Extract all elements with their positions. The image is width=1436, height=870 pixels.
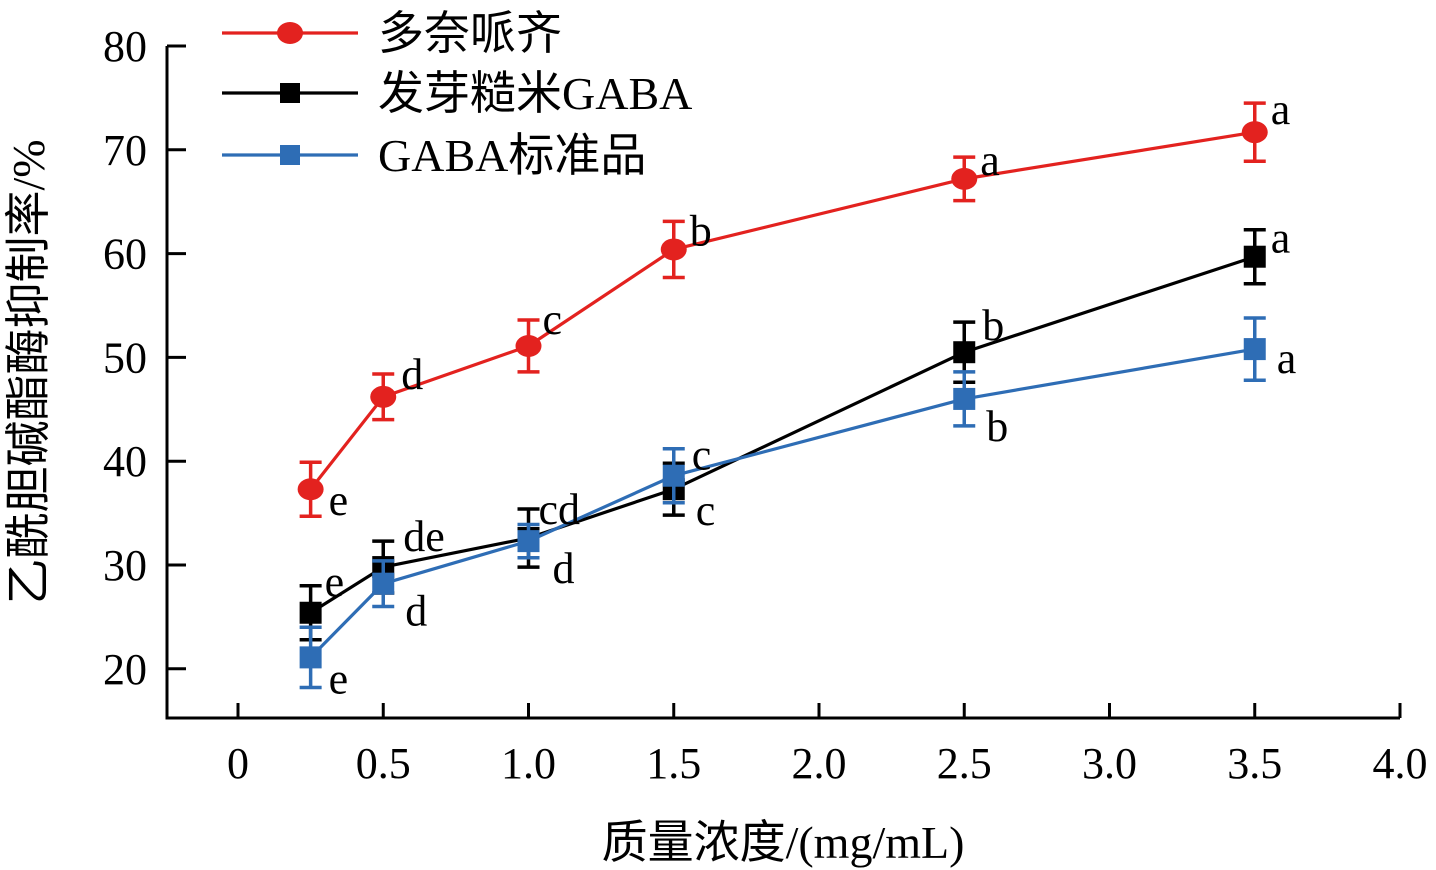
significance-label: d [405, 587, 427, 636]
significance-label: e [329, 654, 349, 703]
legend-marker [280, 145, 300, 165]
x-tick-label: 0.5 [356, 739, 411, 788]
data-point [660, 238, 687, 261]
y-tick-label: 70 [103, 126, 147, 175]
series-0 [297, 101, 1268, 518]
data-point [662, 464, 685, 487]
series-1 [299, 227, 1266, 642]
data-point [1241, 121, 1268, 144]
x-tick-label: 1.0 [501, 739, 556, 788]
x-tick-label: 2.0 [792, 739, 847, 788]
y-tick-label: 60 [103, 230, 147, 279]
series-line [309, 347, 1256, 659]
significance-label: d [553, 544, 575, 593]
data-point [370, 385, 397, 408]
y-tick-label: 80 [103, 22, 147, 71]
significance-label: b [690, 206, 712, 255]
x-tick-label: 3.0 [1082, 739, 1137, 788]
x-axis-title: 质量浓度/(mg/mL) [602, 817, 965, 868]
significance-label: a [1277, 334, 1297, 383]
significance-label: c [696, 486, 716, 535]
x-tick-label: 0 [227, 739, 249, 788]
series-2 [299, 316, 1266, 690]
x-tick-label: 2.5 [937, 739, 992, 788]
data-point [1243, 338, 1266, 361]
x-tick-label: 3.5 [1227, 739, 1282, 788]
y-tick-label: 40 [103, 437, 147, 486]
data-point [951, 167, 978, 190]
data-point [953, 341, 976, 364]
significance-label: e [325, 558, 345, 607]
data-point [1243, 245, 1266, 268]
data-point [299, 646, 322, 669]
significance-label: de [403, 512, 445, 561]
legend-marker [280, 83, 300, 103]
axes: 20 30 40 50 60 70 80 0 0.5 1.0 1.5 2.0 2.5 3.0 3.5 4.0 [103, 22, 1428, 788]
significance-label: a [1271, 214, 1291, 263]
significance-label: cd [539, 485, 581, 534]
data-point [297, 478, 324, 501]
y-tick-label: 30 [103, 541, 147, 590]
significance-label: a [1271, 85, 1291, 134]
x-tick-label: 4.0 [1373, 739, 1428, 788]
legend-item: 发芽糙米GABA [222, 68, 692, 119]
y-axis-title: 乙酰胆碱酯酶抑制率/% [3, 139, 54, 604]
significance-label: d [401, 350, 423, 399]
legend-label: 发芽糙米GABA [378, 68, 692, 119]
legend-label: 多奈哌齐 [378, 8, 562, 59]
legend-label: GABA标准品 [378, 130, 646, 181]
significance-labels: e d c b a a e de cd c b a e d d c b a [325, 85, 1297, 703]
y-tick-label: 50 [103, 333, 147, 382]
series-layer [297, 101, 1268, 690]
y-tick-label: 20 [103, 645, 147, 694]
significance-label: c [543, 295, 563, 344]
x-tick-label: 1.5 [646, 739, 701, 788]
legend-item: 多奈哌齐 [222, 8, 562, 59]
significance-label: b [982, 301, 1004, 350]
data-point [299, 601, 322, 624]
data-point [515, 334, 542, 357]
legend-item: GABA标准品 [222, 130, 646, 181]
data-point [517, 530, 540, 553]
significance-label: b [986, 402, 1008, 451]
data-point [953, 387, 976, 410]
legend-marker [277, 22, 303, 44]
significance-label: e [329, 476, 349, 525]
data-point [372, 572, 395, 595]
series-line [309, 130, 1256, 491]
significance-label: a [980, 136, 1000, 185]
significance-label: c [692, 431, 712, 480]
series-line [309, 255, 1256, 615]
